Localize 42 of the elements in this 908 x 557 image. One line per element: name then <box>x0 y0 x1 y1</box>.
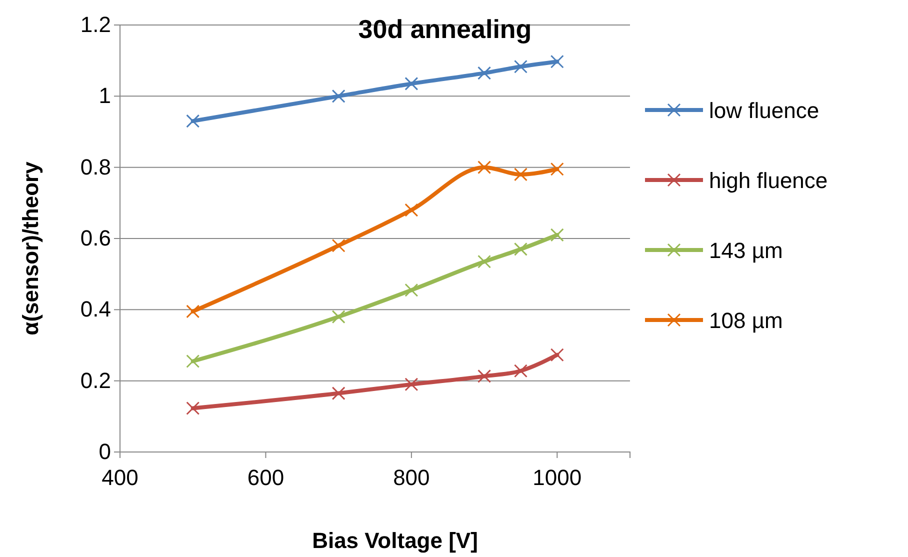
x-tick-label: 1000 <box>532 465 582 490</box>
legend-label: 108 µm <box>709 308 783 333</box>
point <box>514 242 528 256</box>
point <box>186 114 200 128</box>
point <box>332 89 346 103</box>
point <box>404 283 418 297</box>
point <box>514 60 528 74</box>
x-tick-label: 800 <box>393 465 430 490</box>
y-tick-label: 0.2 <box>80 368 111 393</box>
legend-label: low fluence <box>709 98 820 123</box>
point <box>186 304 200 318</box>
y-tick-label: 1 <box>98 83 111 108</box>
point <box>478 254 492 268</box>
point <box>550 228 564 242</box>
point <box>550 348 564 362</box>
y-tick-label: 0.8 <box>80 154 111 180</box>
legend-label: 143 µm <box>709 238 783 263</box>
point <box>478 160 492 174</box>
y-tick-label: 0 <box>98 439 111 464</box>
y-tick-label: 1.2 <box>80 12 111 38</box>
y-tick-label: 0.6 <box>80 226 111 251</box>
legend-label: high fluence <box>709 168 828 193</box>
point <box>514 168 528 182</box>
point <box>404 378 418 392</box>
x-tick-label: 400 <box>102 465 138 490</box>
chart-title: 30d annealing <box>358 14 532 44</box>
x-axis-title: Bias Voltage [V] <box>312 528 478 553</box>
point <box>478 66 492 80</box>
point <box>514 364 528 378</box>
point <box>550 54 564 68</box>
point <box>186 401 200 415</box>
x-tick-label: 600 <box>247 465 284 490</box>
y-tick-label: 0.4 <box>80 296 111 322</box>
point <box>550 162 564 176</box>
point <box>332 310 346 324</box>
point <box>478 369 492 383</box>
y-axis-title: α(sensor)/theory <box>18 160 43 336</box>
point <box>404 76 418 90</box>
point <box>332 386 346 400</box>
point <box>404 203 418 217</box>
point <box>332 238 346 252</box>
point <box>186 354 200 368</box>
